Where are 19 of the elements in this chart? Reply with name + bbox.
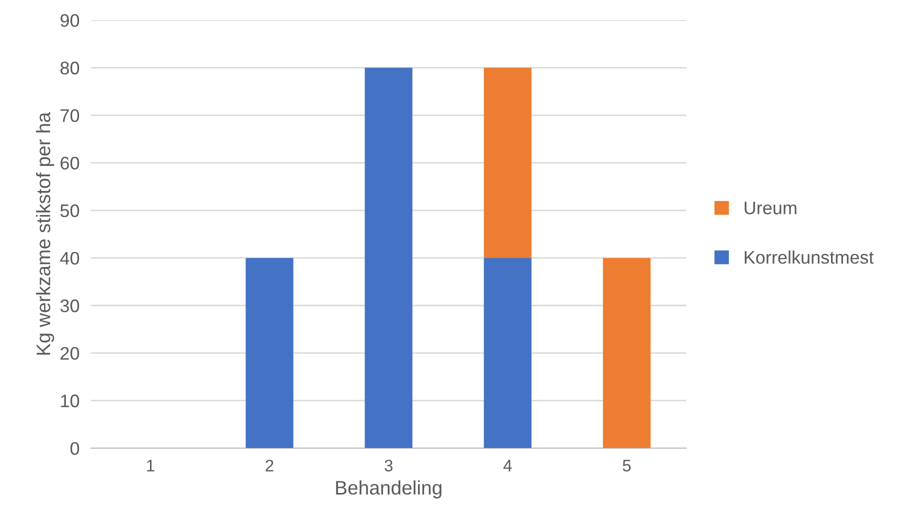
y-axis-title: Kg werkzame stikstof per ha <box>36 112 54 355</box>
y-tick-label: 10 <box>61 394 80 408</box>
y-tick-label: 50 <box>60 204 80 218</box>
x-tick-label: 1 <box>147 460 154 472</box>
y-tick-label: 70 <box>60 109 80 122</box>
legend-label: Ureum <box>744 202 796 214</box>
x-tick-label: 3 <box>384 460 392 472</box>
y-tick-label: 0 <box>70 442 80 455</box>
legend-label: Korrelkunstmest <box>744 250 874 264</box>
y-tick-label: 20 <box>60 346 80 360</box>
x-axis-title: Behandeling <box>336 480 442 498</box>
y-tick-label: 80 <box>60 62 80 74</box>
y-tick-label: 90 <box>60 14 80 27</box>
x-tick-label: 2 <box>266 460 274 472</box>
y-tick-label: 40 <box>60 252 80 265</box>
x-tick-label: 4 <box>503 460 512 472</box>
y-tick-label: 30 <box>60 299 80 312</box>
x-tick-label: 5 <box>622 460 631 472</box>
y-tick-label: 60 <box>60 156 80 170</box>
